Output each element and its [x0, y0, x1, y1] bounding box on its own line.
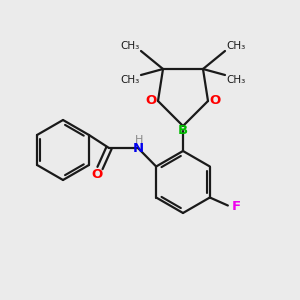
Text: CH₃: CH₃: [120, 41, 140, 51]
Text: O: O: [209, 94, 220, 106]
Text: H: H: [135, 135, 143, 145]
Text: CH₃: CH₃: [120, 75, 140, 85]
Text: F: F: [231, 200, 240, 213]
Text: O: O: [92, 169, 103, 182]
Text: CH₃: CH₃: [226, 75, 246, 85]
Text: B: B: [178, 124, 188, 137]
Text: O: O: [146, 94, 157, 106]
Text: N: N: [132, 142, 144, 154]
Text: CH₃: CH₃: [226, 41, 246, 51]
